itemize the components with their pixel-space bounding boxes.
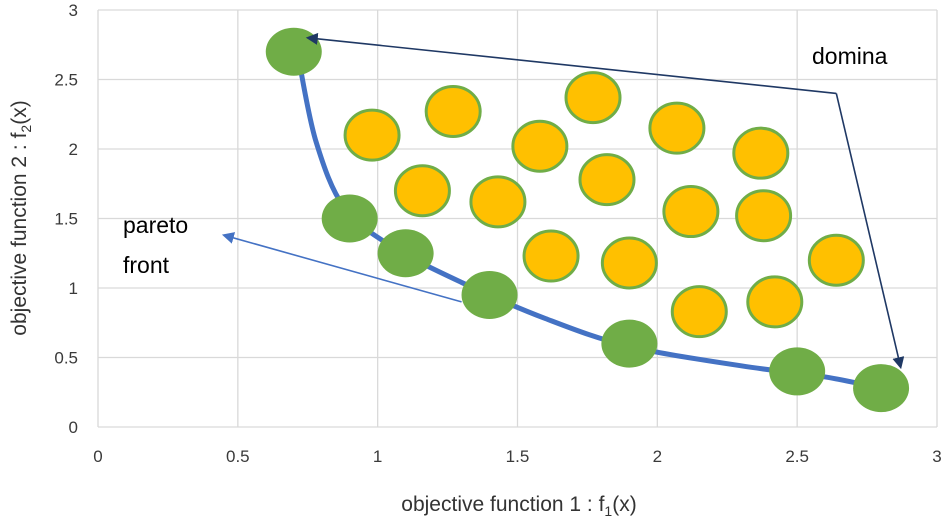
dominated-point (662, 185, 720, 239)
dominated-point (670, 285, 728, 339)
dominated-point (578, 153, 636, 207)
dominated-point (807, 233, 865, 287)
pareto-front-label-line1: pareto (123, 212, 188, 238)
y-tick-label: 1.5 (54, 210, 78, 229)
x-axis-ticks: 0 0.5 1 1.5 2 2.5 3 (93, 447, 941, 466)
y-tick-label: 0.5 (54, 349, 78, 368)
pareto-point (461, 270, 518, 319)
domina-arrow-down (835, 93, 905, 370)
y-tick-label: 2.5 (54, 71, 78, 90)
dominated-point (469, 175, 527, 229)
pareto-point (769, 347, 826, 396)
x-tick-label: 1 (373, 447, 382, 466)
pareto-point (601, 319, 658, 368)
y-tick-label: 2 (69, 140, 78, 159)
pareto-point (853, 364, 910, 413)
y-tick-label: 3 (69, 1, 78, 20)
pareto-point (265, 27, 322, 76)
pareto-point (377, 229, 434, 278)
dominated-point (343, 108, 401, 162)
dominated-point (424, 84, 482, 138)
x-tick-label: 0 (93, 447, 102, 466)
pareto-point (321, 194, 378, 243)
x-tick-label: 2 (653, 447, 662, 466)
y-axis-ticks: 0 0.5 1 1.5 2 2.5 3 (54, 1, 78, 437)
dominated-point (746, 275, 804, 329)
y-tick-label: 0 (69, 418, 78, 437)
dominated-point (600, 236, 658, 290)
dominated-point (648, 101, 706, 155)
y-tick-label: 1 (69, 279, 78, 298)
dominated-point (393, 164, 451, 218)
x-tick-label: 1.5 (506, 447, 530, 466)
x-tick-label: 2.5 (785, 447, 809, 466)
x-tick-label: 3 (932, 447, 941, 466)
x-axis-title: objective function 1 : f1(x) (401, 493, 636, 519)
dominated-point (732, 126, 790, 180)
dominated-point (564, 71, 622, 125)
dominated-point (735, 189, 793, 243)
annotation-layer (221, 32, 905, 370)
y-axis-title: objective function 2 : f2(x) (8, 100, 34, 335)
pareto-front-label-line2: front (123, 252, 170, 278)
x-tick-label: 0.5 (226, 447, 250, 466)
pareto-front-arrow (221, 232, 462, 303)
domina-arrow-left (305, 32, 837, 95)
dominated-point (522, 229, 580, 283)
domina-label: domina (812, 43, 888, 69)
dominated-point (511, 119, 569, 173)
points-layer (265, 27, 910, 413)
